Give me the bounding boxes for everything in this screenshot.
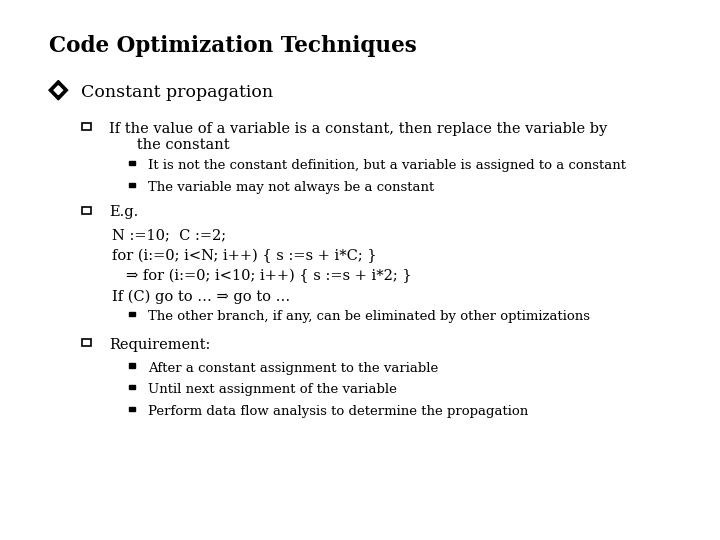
Text: ⇒ for (i:=0; i<10; i++) { s :=s + i*2; }: ⇒ for (i:=0; i<10; i++) { s :=s + i*2; } [126, 269, 412, 283]
Text: Perform data flow analysis to determine the propagation: Perform data flow analysis to determine … [148, 405, 528, 418]
Bar [129, 385, 135, 389]
Bar [82, 339, 91, 347]
Bar [82, 123, 91, 130]
Text: The other branch, if any, can be eliminated by other optimizations: The other branch, if any, can be elimina… [148, 310, 590, 323]
Bar [129, 407, 135, 411]
Text: After a constant assignment to the variable: After a constant assignment to the varia… [148, 362, 438, 375]
Text: It is not the constant definition, but a variable is assigned to a constant: It is not the constant definition, but a… [148, 159, 626, 172]
Text: Until next assignment of the variable: Until next assignment of the variable [148, 383, 397, 396]
Text: for (i:=0; i<N; i++) { s :=s + i*C; }: for (i:=0; i<N; i++) { s :=s + i*C; } [112, 248, 377, 262]
Text: E.g.: E.g. [109, 205, 139, 219]
Text: Code Optimization Techniques: Code Optimization Techniques [49, 35, 417, 57]
Text: N :=10;  C :=2;: N :=10; C :=2; [112, 228, 226, 242]
Bar [129, 363, 135, 368]
Bar [129, 312, 135, 316]
Text: Constant propagation: Constant propagation [81, 84, 274, 100]
Text: Requirement:: Requirement: [109, 338, 211, 352]
Text: If (C) go to … ⇒ go to …: If (C) go to … ⇒ go to … [112, 289, 290, 304]
Text: If the value of a variable is a constant, then replace the variable by
      the: If the value of a variable is a constant… [109, 122, 608, 152]
Bar [82, 207, 91, 214]
Polygon shape [54, 86, 63, 94]
Polygon shape [49, 80, 68, 100]
Text: The variable may not always be a constant: The variable may not always be a constan… [148, 181, 434, 194]
Bar [129, 161, 135, 165]
Bar [129, 183, 135, 187]
